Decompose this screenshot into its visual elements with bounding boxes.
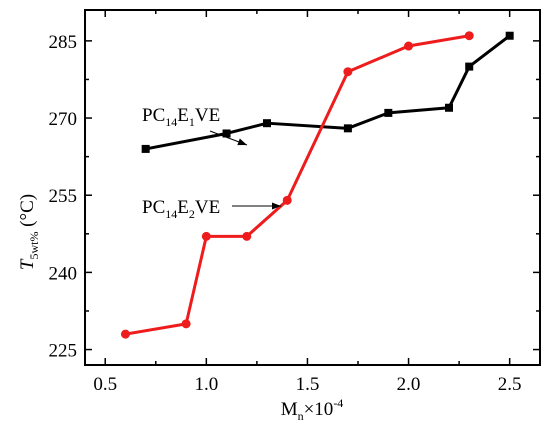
annotation-arrow-head	[272, 202, 281, 210]
x-tick-label: 0.5	[93, 374, 117, 395]
data-point	[201, 231, 211, 241]
x-tick-label: 2.5	[498, 374, 522, 395]
y-axis-label: T5wt% (°C)	[17, 194, 41, 270]
data-point	[465, 62, 474, 71]
y-tick-label: 240	[49, 263, 78, 284]
axis-ticks: 0.5 1.0 1.5 2.0 2.5 225 240 255 270 285	[49, 10, 540, 395]
series-1	[141, 31, 514, 153]
annotations: PC14E1VE PC14E2VE	[142, 105, 281, 221]
data-point	[505, 31, 514, 40]
data-point	[404, 41, 414, 51]
series-layer	[120, 31, 514, 339]
series-2	[120, 31, 474, 339]
data-point	[263, 119, 271, 128]
data-point	[445, 103, 453, 112]
series-line	[125, 34, 470, 336]
series-label: PC14E1VE	[142, 105, 220, 129]
data-point	[222, 129, 231, 138]
plot-border	[84, 9, 541, 366]
data-point	[282, 195, 292, 205]
data-point	[343, 67, 353, 77]
data-point	[141, 144, 150, 153]
y-tick-label: 270	[49, 109, 78, 130]
data-point	[384, 108, 393, 117]
plot-frame	[84, 9, 541, 366]
x-axis-label: Mn×10-4	[281, 396, 344, 423]
y-tick-label: 285	[49, 32, 78, 53]
y-tick-label: 225	[49, 341, 78, 362]
x-tick-label: 1.5	[296, 374, 320, 395]
data-point	[242, 231, 252, 241]
x-tick-label: 2.0	[397, 374, 421, 395]
data-point	[343, 124, 352, 133]
data-point	[181, 319, 191, 329]
annotation-arrow-head	[237, 138, 247, 146]
x-tick-label: 1.0	[194, 374, 218, 395]
data-point	[464, 31, 474, 41]
data-point	[120, 329, 130, 339]
y-tick-label: 255	[49, 186, 78, 207]
series-line	[145, 34, 511, 151]
series-label: PC14E2VE	[142, 197, 220, 221]
